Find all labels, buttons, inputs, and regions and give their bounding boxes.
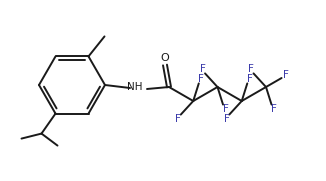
Text: F: F	[175, 114, 181, 124]
Text: F: F	[247, 74, 253, 84]
Text: F: F	[200, 64, 205, 74]
Text: F: F	[283, 71, 289, 81]
Text: NH: NH	[127, 82, 143, 92]
Text: F: F	[224, 114, 230, 124]
Text: F: F	[223, 104, 229, 114]
Text: O: O	[161, 53, 170, 63]
Text: F: F	[271, 104, 277, 114]
Text: F: F	[198, 74, 204, 84]
Text: F: F	[248, 64, 254, 74]
